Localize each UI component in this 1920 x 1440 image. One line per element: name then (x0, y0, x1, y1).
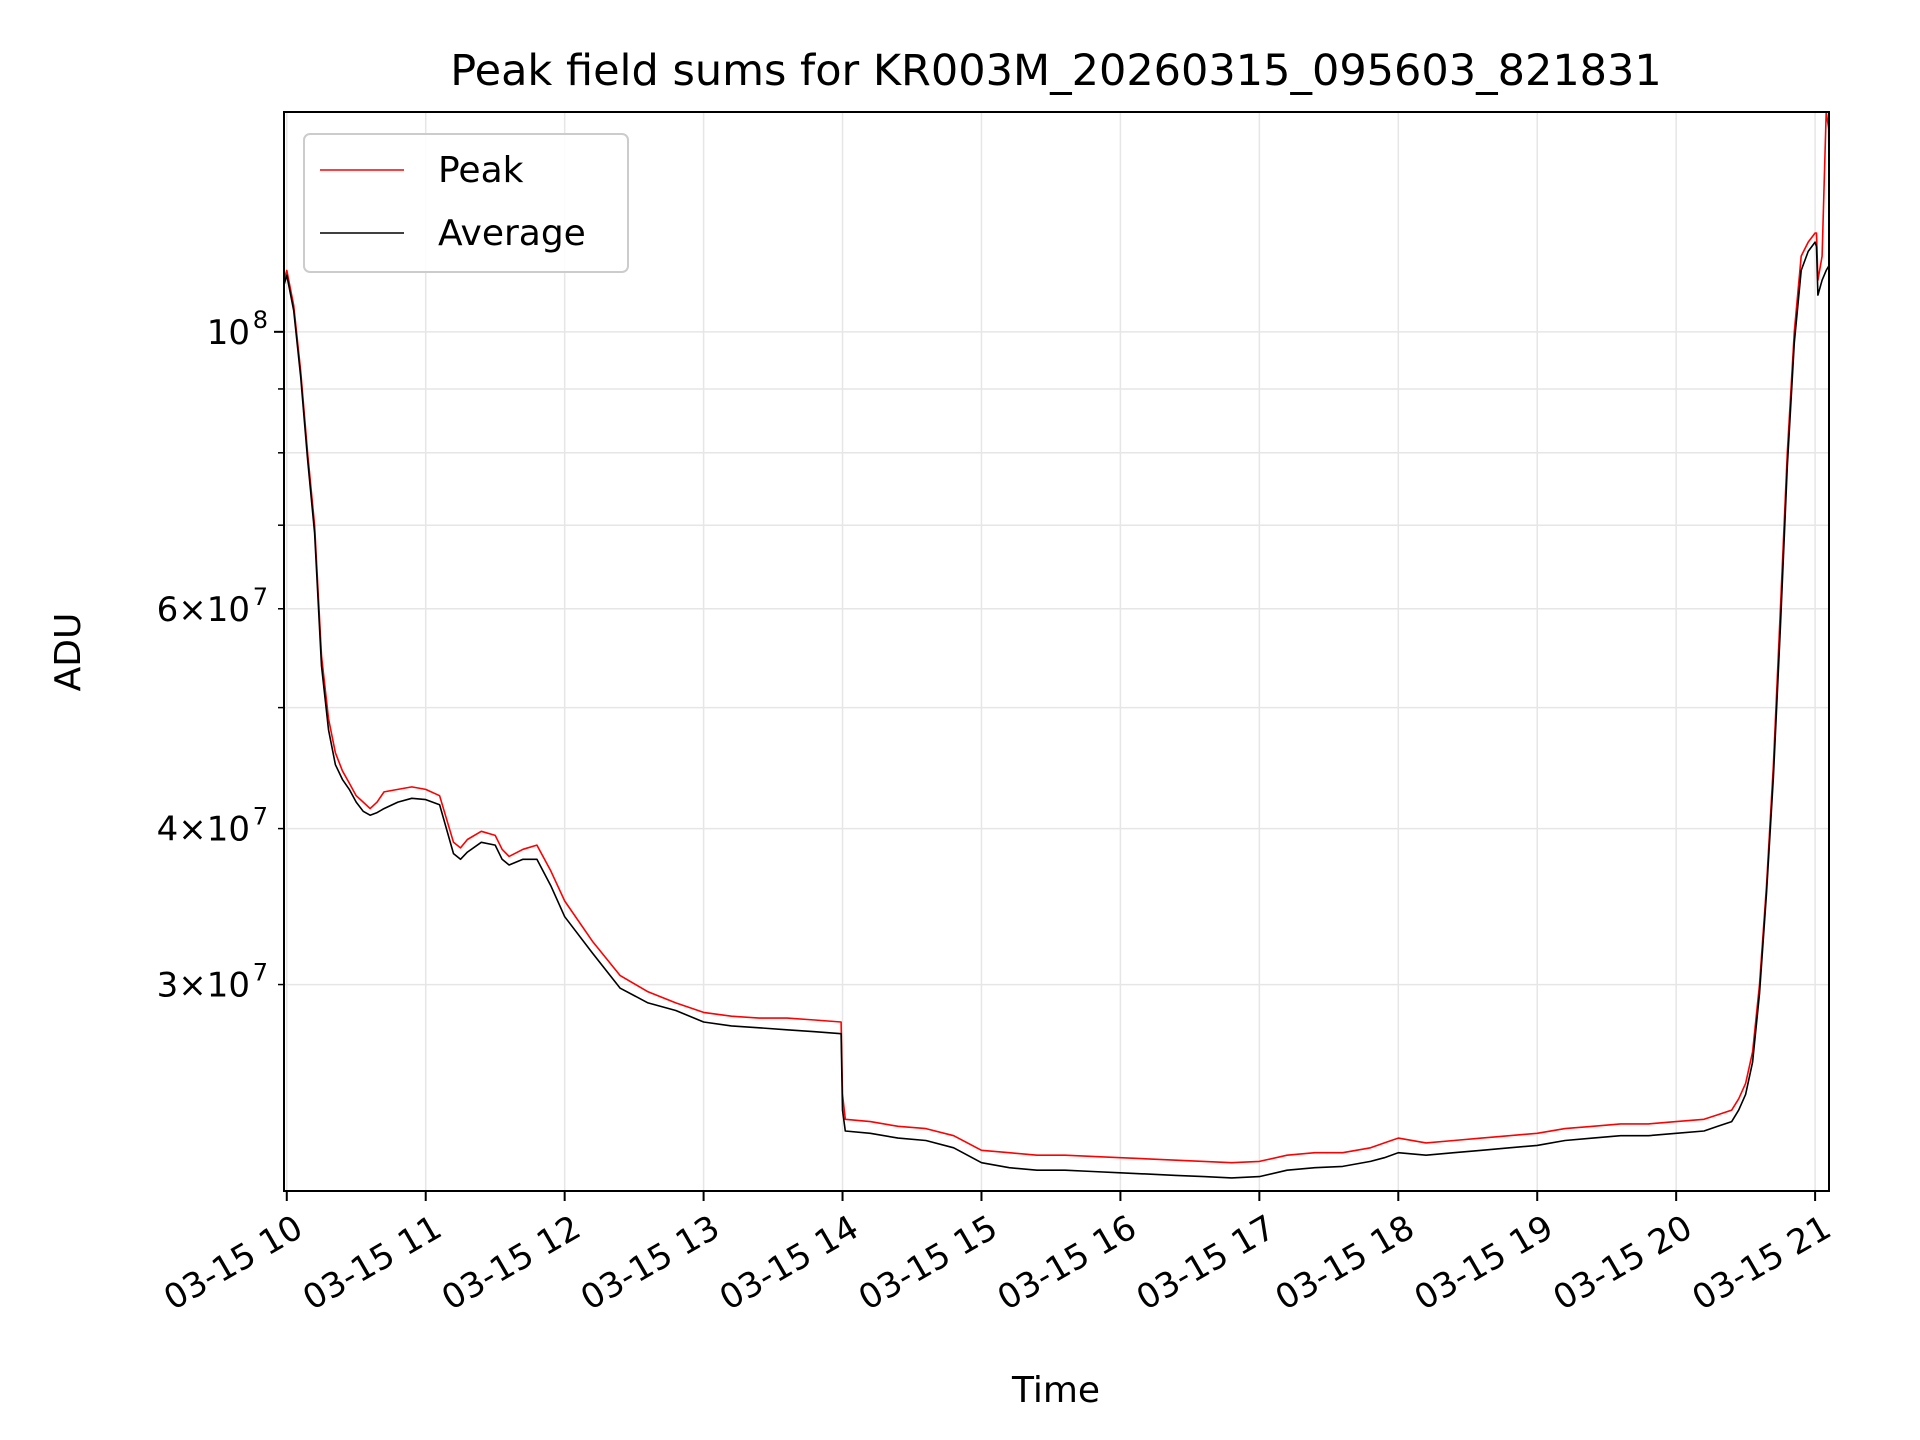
series-group (284, 112, 1829, 1179)
y-minor-exp-1: 7 (253, 803, 268, 831)
legend-peak-label: Peak (438, 150, 524, 191)
y-minor-label-1: 4×10 (157, 810, 250, 850)
chart-title: Peak field sums for KR003M_20260315_0956… (450, 46, 1662, 96)
y-axis: 10 83×10 74×10 76×10 7 (157, 306, 284, 1006)
y-minor-label-2: 6×10 (157, 590, 250, 630)
legend-average-label: Average (438, 213, 586, 254)
y-minor-exp-2: 7 (253, 583, 268, 611)
legend-box (303, 133, 629, 273)
y-minor-exp-0: 7 (253, 959, 268, 987)
y-major-label-0: 10 (207, 313, 250, 353)
grid (284, 112, 1829, 1191)
y-minor-label-0: 3×10 (157, 966, 250, 1006)
x-axis-label: Time (1011, 1370, 1100, 1411)
y-axis-label: ADU (48, 613, 89, 692)
y-major-exp-0: 8 (253, 306, 268, 334)
series-line-peak (284, 112, 1829, 1164)
legend: Peak Average (303, 133, 629, 273)
series-line-average (284, 241, 1829, 1179)
plot-frame (283, 111, 1830, 1192)
